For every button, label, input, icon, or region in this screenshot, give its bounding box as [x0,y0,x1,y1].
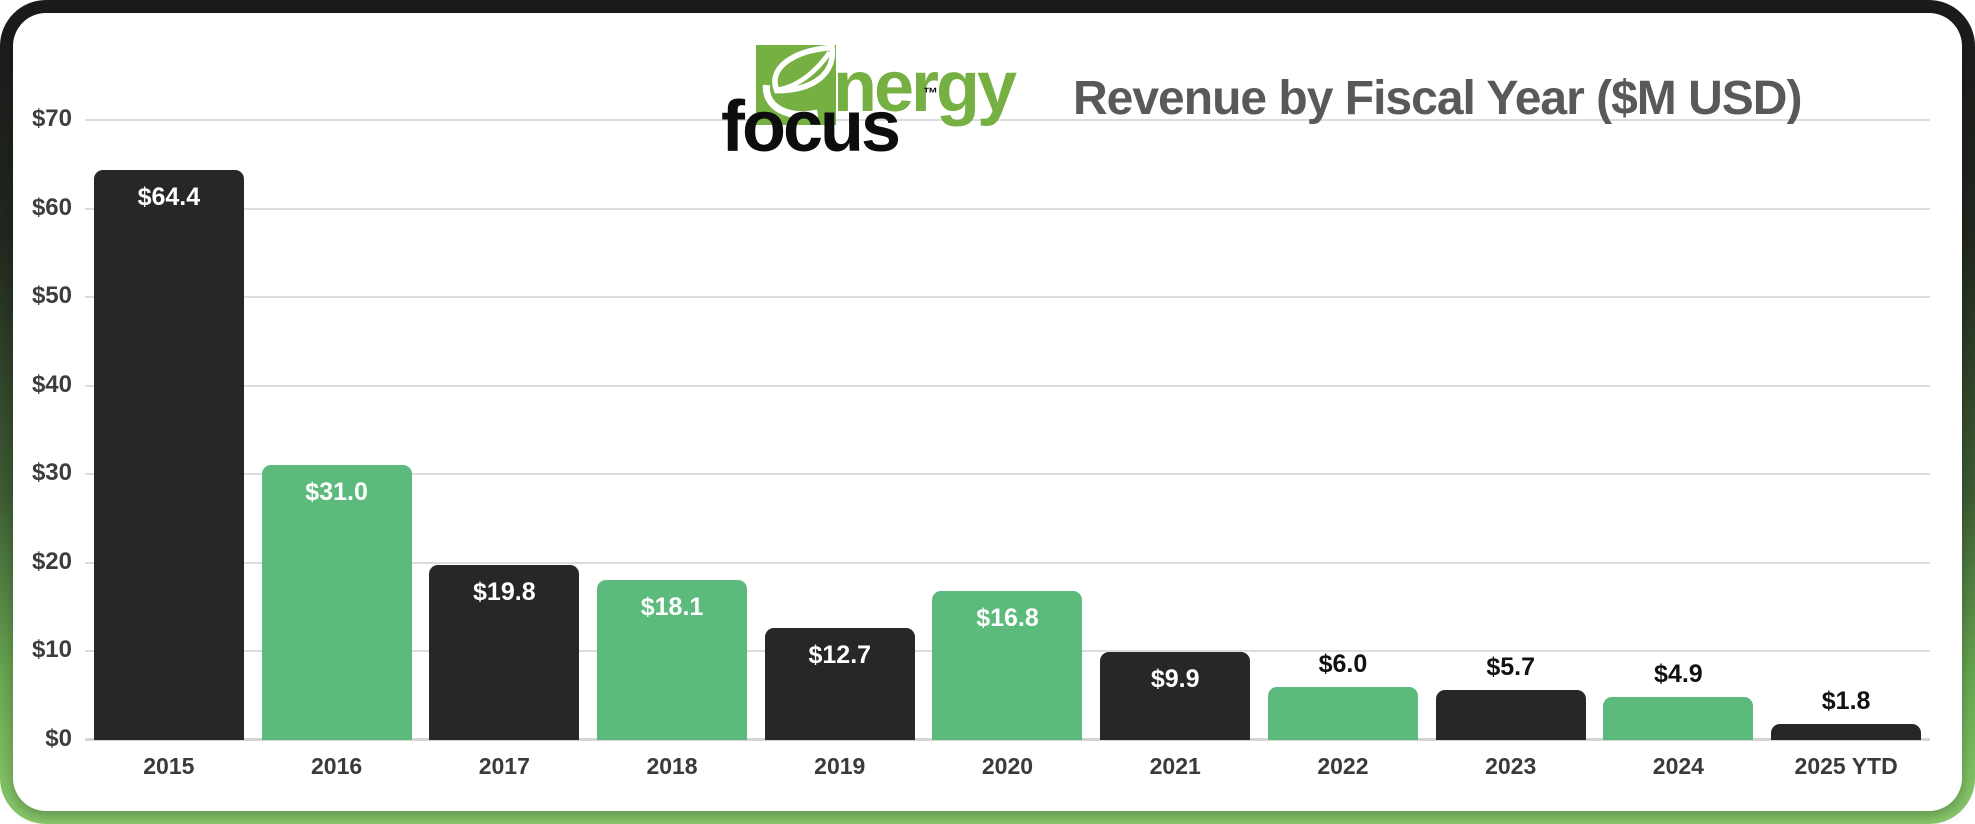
logo-text-energy: nergy [833,47,1017,127]
bar-value-label: $5.7 [1486,652,1535,681]
y-tick-label: $20 [31,547,72,575]
gridline [85,119,1930,121]
chart-card: nergy focus ™ Revenue by Fiscal Year ($M… [13,13,1962,811]
x-axis-label: 2021 [1149,753,1201,779]
bar-2022 [1267,686,1418,740]
y-tick-label: $50 [31,282,72,310]
gridline [85,561,1930,564]
logo-text-focus: focus [721,87,901,167]
y-tick-label: $10 [31,636,72,664]
bar-value-label: $18.1 [640,592,704,621]
x-axis-label: 2016 [310,753,363,779]
bar-2025-ytd [1771,724,1922,740]
bar-slot-2017: $19.8 2017 [420,120,588,779]
bar-slot-2021: $9.9 2021 [1091,120,1259,779]
bar-slot-2015: $64.4 2015 [85,120,253,779]
bar-value-label: $16.8 [976,604,1039,633]
energy-focus-logo: nergy focus ™ [571,27,1041,167]
y-tick-label: $30 [31,459,72,487]
bar-value-label: $64.4 [137,182,201,211]
bar-2019: $12.7 [764,627,915,740]
bar-2023 [1435,689,1586,740]
bar-value-label: $31.0 [305,478,368,507]
x-axis-label: 2023 [1485,753,1537,779]
y-tick-label: $0 [45,725,72,752]
x-axis-label: 2022 [1317,753,1369,779]
bar-slot-2024: $4.9 2024 [1595,120,1763,779]
leaf-e-icon [756,44,836,126]
bar-2018: $18.1 [597,579,748,740]
x-axis-label: 2018 [646,753,698,779]
bar-slot-2016: $31.0 2016 [253,120,421,779]
bar-2016: $31.0 [261,465,412,740]
x-axis-label: 2024 [1652,753,1704,779]
y-tick-label: $60 [31,193,72,221]
trademark-symbol: ™ [923,85,938,102]
bar-value-label: $6.0 [1318,649,1368,678]
bar-value-label: $19.8 [473,577,536,606]
x-axis-label: 2025 YTD [1794,753,1898,779]
bar-slot-2020: $16.8 2020 [924,120,1092,779]
x-axis-label: 2020 [981,753,1034,779]
bar-slot-2019: $12.7 2019 [756,120,924,779]
x-axis-label: 2015 [143,753,195,779]
bar-value-label: $1.8 [1821,687,1871,716]
bar-2017: $19.8 [429,564,580,740]
bar-slot-2018: $18.1 2018 [588,120,756,779]
bar-value-label: $12.7 [808,640,872,669]
bar-2015: $64.4 [93,169,244,740]
y-tick-label: $70 [31,105,72,132]
bar-value-label: $4.9 [1654,659,1703,688]
gridline [85,384,1930,387]
bar-slot-2025-ytd: $1.8 2025 YTD [1762,120,1930,779]
gridline [85,207,1930,210]
bar-2020: $16.8 [932,591,1083,740]
y-tick-label: $40 [31,370,72,398]
gridline [85,296,1930,299]
bar-2024 [1603,696,1754,740]
gridline [85,473,1930,476]
x-axis-label: 2017 [478,753,530,779]
bar-2021: $9.9 [1100,652,1251,740]
plot-area: $64.4 2015 $31.0 2016 $19.8 2017 $18.1 2018 $12.… [85,119,1930,779]
y-axis: $0 $10 $20 $30 $40 $50 $60 $70 [13,105,72,752]
chart-title: Revenue by Fiscal Year ($M USD) [1073,72,1802,125]
bar-slot-2022: $6.0 2022 [1259,120,1427,779]
x-axis-label: 2019 [814,753,866,779]
bar-value-label: $9.9 [1150,665,1200,694]
bar-slot-2023: $5.7 2023 [1427,120,1595,779]
